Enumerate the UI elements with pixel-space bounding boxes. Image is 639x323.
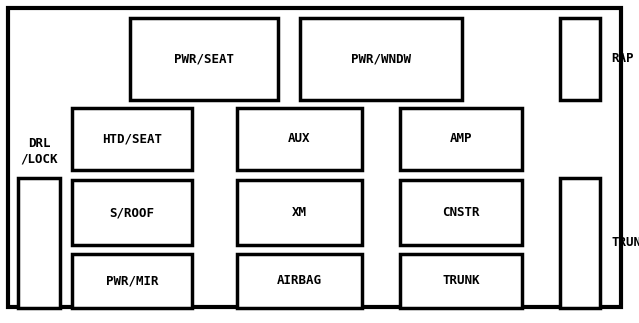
Text: TRUNK: TRUNK bbox=[442, 275, 480, 287]
Bar bbox=[237, 254, 362, 308]
Text: HTD/SEAT: HTD/SEAT bbox=[102, 132, 162, 145]
Bar bbox=[300, 18, 462, 100]
Text: RAP: RAP bbox=[611, 53, 633, 66]
Text: XM: XM bbox=[292, 206, 307, 219]
Bar bbox=[130, 18, 278, 100]
Text: S/ROOF: S/ROOF bbox=[109, 206, 155, 219]
Bar bbox=[72, 254, 192, 308]
Text: TRUNK: TRUNK bbox=[611, 236, 639, 249]
Bar bbox=[72, 108, 192, 170]
Bar bbox=[237, 180, 362, 245]
Bar bbox=[237, 108, 362, 170]
Bar bbox=[400, 180, 522, 245]
Bar bbox=[72, 180, 192, 245]
Bar bbox=[18, 178, 60, 308]
Text: AMP: AMP bbox=[450, 132, 472, 145]
Text: DRL
/LOCK: DRL /LOCK bbox=[20, 137, 58, 165]
Text: AIRBAG: AIRBAG bbox=[277, 275, 322, 287]
Bar bbox=[560, 18, 600, 100]
Bar bbox=[560, 178, 600, 308]
Text: PWR/WNDW: PWR/WNDW bbox=[351, 53, 411, 66]
Text: CNSTR: CNSTR bbox=[442, 206, 480, 219]
Text: PWR/SEAT: PWR/SEAT bbox=[174, 53, 234, 66]
Bar bbox=[400, 254, 522, 308]
Text: PWR/MIR: PWR/MIR bbox=[105, 275, 158, 287]
Text: AUX: AUX bbox=[288, 132, 311, 145]
Bar bbox=[400, 108, 522, 170]
